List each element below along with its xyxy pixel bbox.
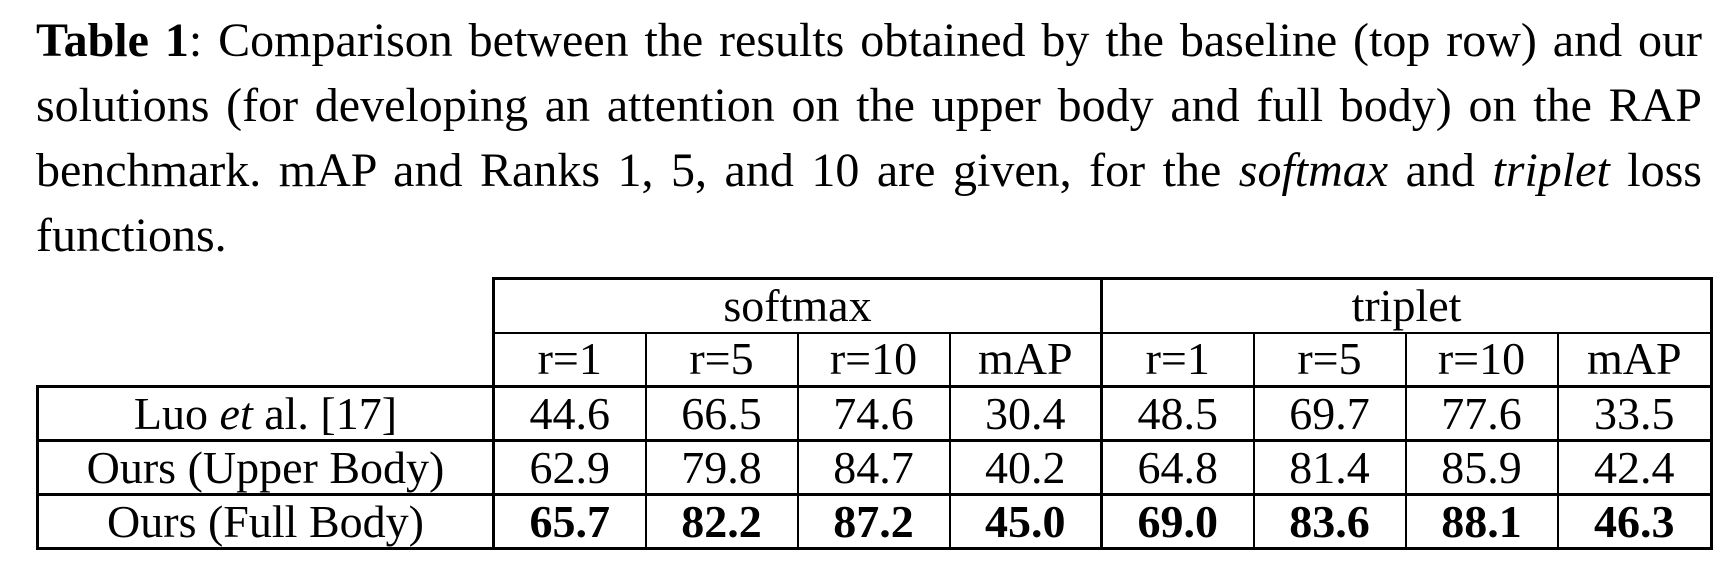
group-header-row: softmax triplet — [38, 277, 1713, 333]
results-table: softmax triplet r=1 r=5 r=10 mAP r=1 r=5… — [36, 277, 1713, 550]
value-cell: 44.6 — [492, 385, 646, 442]
value-cell: 40.2 — [948, 440, 1103, 496]
column-header: mAP — [1556, 331, 1713, 387]
value-cell: 85.9 — [1404, 440, 1558, 496]
value-cell: 64.8 — [1101, 440, 1254, 496]
value-cell: 74.6 — [796, 385, 950, 442]
value-cell-best: 69.0 — [1101, 494, 1254, 550]
value-cell: 48.5 — [1101, 385, 1254, 442]
value-cell: 30.4 — [948, 385, 1103, 442]
caption-and: and — [1388, 144, 1493, 197]
column-header: r=1 — [492, 331, 646, 387]
empty-corner-cell — [38, 333, 494, 387]
value-cell: 66.5 — [644, 385, 798, 442]
column-header: r=1 — [1101, 331, 1254, 387]
value-cell-best: 46.3 — [1556, 494, 1713, 550]
value-cell: 42.4 — [1556, 440, 1713, 496]
value-cell-best: 65.7 — [492, 494, 646, 550]
value-cell-best: 45.0 — [948, 494, 1103, 550]
column-header: r=10 — [1404, 331, 1558, 387]
caption-text-1: Comparison between the results obtained … — [36, 14, 1702, 197]
table-caption: Table 1: Comparison between the results … — [36, 8, 1702, 268]
value-cell-best: 87.2 — [796, 494, 950, 550]
value-cell-best: 88.1 — [1404, 494, 1558, 550]
caption-softmax: softmax — [1238, 144, 1389, 197]
value-cell-best: 82.2 — [644, 494, 798, 550]
column-header: r=10 — [796, 331, 950, 387]
caption-triplet: triplet — [1492, 144, 1610, 197]
value-cell: 81.4 — [1252, 440, 1406, 496]
method-name-prefix: Ours (Full Body) — [107, 495, 424, 547]
caption-label: Table 1 — [36, 14, 189, 67]
column-header: r=5 — [1252, 331, 1406, 387]
method-name-prefix: Ours (Upper Body) — [86, 441, 445, 493]
column-header: r=5 — [644, 331, 798, 387]
table-row: Ours (Upper Body) 62.9 79.8 84.7 40.2 64… — [36, 440, 1713, 496]
method-name-cell: Ours (Full Body) — [36, 494, 494, 550]
value-cell: 62.9 — [492, 440, 646, 496]
caption-text-2: loss functions. — [36, 144, 1702, 262]
value-cell-best: 83.6 — [1252, 494, 1406, 550]
table-row: Ours (Full Body) 65.7 82.2 87.2 45.0 69.… — [36, 494, 1713, 550]
column-header: mAP — [948, 331, 1103, 387]
method-name-suffix: al. [17] — [252, 387, 398, 439]
value-cell: 69.7 — [1252, 385, 1406, 442]
method-name-cell: Ours (Upper Body) — [36, 440, 494, 496]
group-header-triplet: triplet — [1101, 277, 1713, 333]
caption-colon: : — [188, 14, 203, 67]
value-cell: 33.5 — [1556, 385, 1713, 442]
method-name-cell: Luo et al. [17] — [36, 385, 494, 442]
value-cell: 77.6 — [1404, 385, 1558, 442]
value-cell: 79.8 — [644, 440, 798, 496]
empty-corner-cell — [38, 279, 494, 333]
group-header-softmax: softmax — [492, 277, 1103, 333]
column-header-row: r=1 r=5 r=10 mAP r=1 r=5 r=10 mAP — [38, 331, 1713, 387]
method-name-prefix: Luo — [133, 387, 220, 439]
value-cell: 84.7 — [796, 440, 950, 496]
table-row: Luo et al. [17] 44.6 66.5 74.6 30.4 48.5… — [36, 385, 1713, 442]
method-name-italic: et — [219, 387, 253, 439]
